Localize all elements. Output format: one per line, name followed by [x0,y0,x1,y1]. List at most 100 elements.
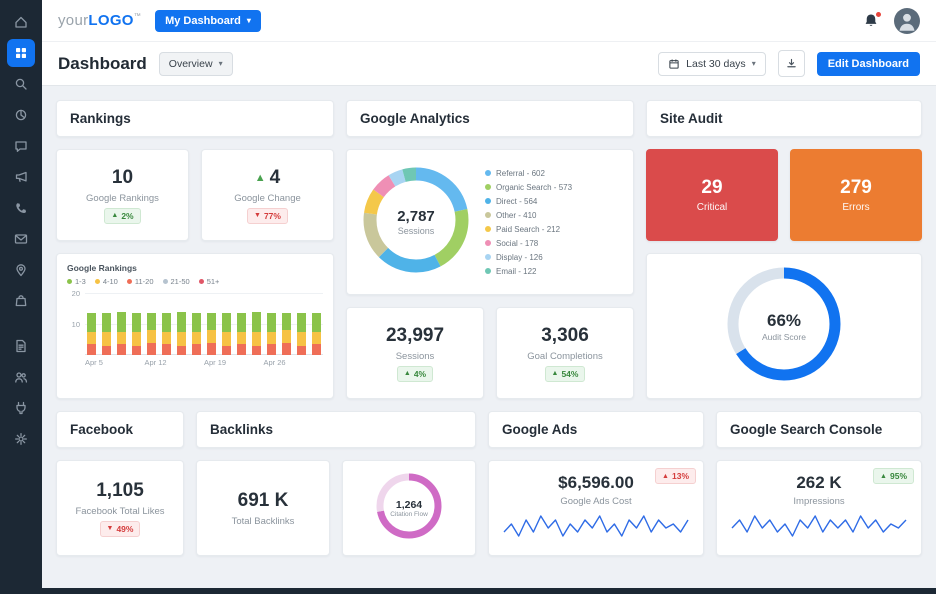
home-icon [15,16,27,28]
sidebar-item-calls[interactable] [7,194,35,222]
bottom-bar [0,588,936,594]
overview-dropdown[interactable]: Overview ▾ [158,51,233,76]
change-badge: ▲ 95% [873,468,914,484]
legend-dot [485,240,491,246]
stat-label: Total Backlinks [231,515,295,527]
rankings-chart-legend: 1-3 4-10 11-20 21-50 51+ [67,277,323,286]
stat-label: Facebook Total Likes [75,505,165,517]
legend-item: Display - 126 [485,253,572,262]
up-arrow-icon: ▲ [111,212,119,219]
sidebar-item-search[interactable] [7,70,35,98]
page-title: Dashboard [58,53,147,73]
edit-dashboard-button[interactable]: Edit Dashboard [816,51,920,76]
change-badge: ▲ 13% [655,468,696,484]
legend-item: Other - 410 [485,211,572,220]
badge-value: 13% [671,471,689,481]
users-icon [15,372,28,383]
topbar: your LOGO ™ My Dashboard ▾ [42,0,936,42]
legend-label: Display - 126 [496,252,543,262]
change-badge: ▲ 2% [104,207,141,224]
legend-dot [94,279,100,284]
audit-score-card: 66% Audit Score [646,253,922,399]
sidebar-item-analytics[interactable] [7,101,35,129]
facebook-section: Facebook 1,105 Facebook Total Likes ▼ 49% [56,411,184,556]
logo-tm: ™ [133,13,142,20]
google-rankings-stat-card: 10 Google Rankings ▲ 2% [56,149,189,241]
legend-item: Organic Search - 573 [485,183,572,192]
legend-dot [485,212,491,218]
bar [117,293,126,355]
legend-dot [126,279,132,284]
bar [207,293,216,355]
megaphone-icon [15,171,27,182]
rankings-section: Rankings 10 Google Rankings ▲ 2% ▲ 4 Googl… [56,100,334,399]
up-arrow-icon: ▲ [254,171,266,184]
legend-label: 21-50 [170,277,190,286]
legend-item: 1-3 [67,277,86,286]
sidebar-item-home[interactable] [7,8,35,36]
sidebar-item-integrations[interactable] [7,394,35,422]
errors-card: 279 Errors [790,149,922,241]
sessions-donut-chart [363,167,469,272]
sidebar-item-messages[interactable] [7,132,35,160]
analytics-legend: Referral - 602 Organic Search - 573 Direct… [485,169,572,276]
download-icon [786,58,796,68]
legend-label: Other - 410 [496,210,537,220]
chevron-down-icon: ▾ [751,58,756,68]
bar [177,293,186,355]
up-arrow-icon: ▲ [662,472,669,480]
search-icon [15,78,27,90]
search-console-section: Google Search Console ▲ 95% 262 K Impress… [716,411,922,556]
critical-label: Critical [696,202,728,213]
x-axis-labels: Apr 5 Apr 12 Apr 19 Apr 26 [85,358,286,367]
user-avatar[interactable] [894,7,920,34]
sidebar-item-dashboard[interactable] [7,39,35,67]
sidebar-item-email[interactable] [7,225,35,253]
page-toolbar: Dashboard Overview ▾ Last 30 days ▾ Edit… [42,42,936,86]
analytics-header: Google Analytics [346,100,634,137]
legend-item: 4-10 [94,277,118,286]
legend-item: 11-20 [126,277,154,286]
badge-value: 4% [413,368,427,379]
legend-label: Social - 178 [496,238,539,248]
logo: your LOGO ™ [58,12,141,29]
plug-icon [16,401,26,415]
rankings-header: Rankings [56,100,334,137]
change-badge: ▼ 49% [99,520,141,537]
citation-flow-card: 1,264 Citation Flow [342,460,476,556]
download-button[interactable] [777,50,805,77]
my-dashboard-button[interactable]: My Dashboard ▾ [155,9,261,32]
date-range-dropdown[interactable]: Last 30 days ▾ [658,51,766,76]
stat-label: Impressions [793,496,845,507]
backlinks-section: Backlinks 691 K Total Backlinks 1,264 [196,411,476,556]
legend-label: Paid Search - 212 [496,224,561,234]
down-arrow-icon: ▼ [254,212,261,219]
down-arrow-icon: ▼ [106,525,114,532]
bar [87,293,96,355]
bar [132,293,141,355]
sidebar-item-clients[interactable] [7,363,35,391]
sidebar-item-settings[interactable] [7,425,35,453]
sidebar-item-campaigns[interactable] [7,163,35,191]
bar [102,293,111,355]
notifications-button[interactable] [862,10,882,30]
sidebar-item-reports[interactable] [7,332,35,360]
citation-flow-donut [376,473,442,538]
legend-dot [485,268,491,274]
bar [222,293,231,355]
badge-value: 54% [561,368,579,379]
sidebar-item-local[interactable] [7,256,35,284]
sidebar-item-ecommerce[interactable] [7,287,35,315]
stat-value: 3,306 [541,324,589,346]
google-ads-header: Google Ads [488,411,704,448]
bar [297,293,306,355]
legend-label: Email - 122 [496,266,537,276]
stat-value: $6,596.00 [558,473,634,492]
bar [282,293,291,355]
audit-score-gauge [727,267,841,380]
legend-label: Organic Search - 573 [496,182,573,192]
grid-icon [16,48,26,58]
bar [252,293,261,355]
analytics-section: Google Analytics 2,787 Sessions Referral… [346,100,634,399]
legend-item: 51+ [198,277,219,286]
